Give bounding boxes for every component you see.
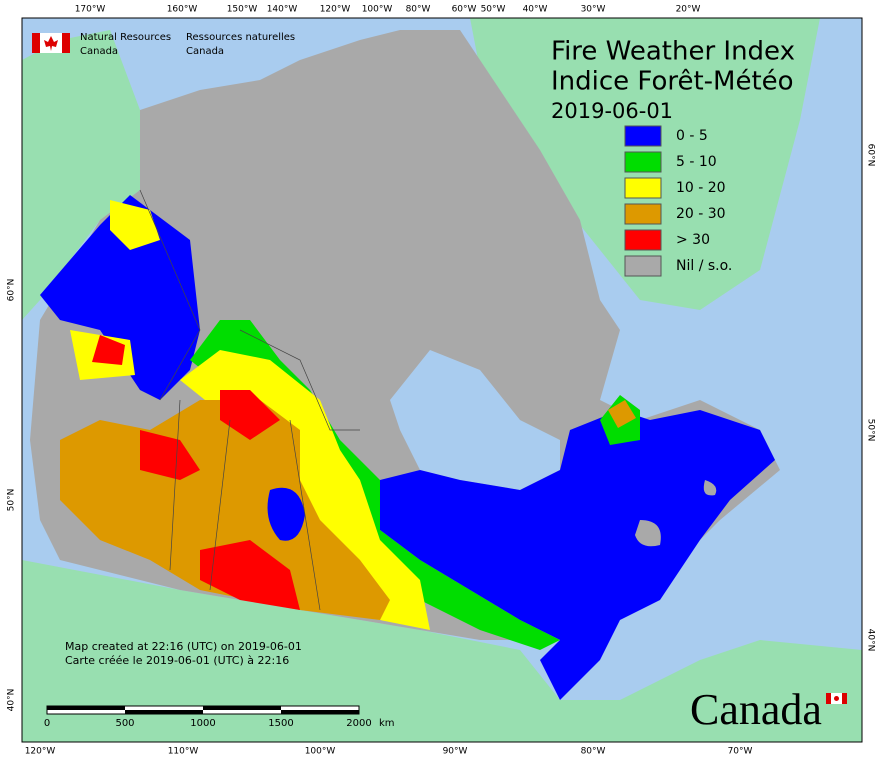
fwi-gt-30 xyxy=(200,540,300,610)
legend-swatch xyxy=(624,151,662,173)
longitude-label: 150°W xyxy=(227,5,258,15)
fwi-gt-30 xyxy=(220,390,280,440)
title-fr: Indice Forêt-Météo xyxy=(551,67,794,97)
wordmark: Canada xyxy=(690,685,822,734)
map-shapes xyxy=(22,18,862,742)
longitude-label: 30°W xyxy=(581,5,606,15)
scale-unit: km xyxy=(379,718,395,729)
province-border xyxy=(139,189,360,611)
scale-segment xyxy=(281,710,359,714)
scale-label: 0 xyxy=(44,718,50,729)
longitude-label: 80°W xyxy=(581,747,606,757)
map-frame xyxy=(21,17,863,743)
created-fr: Carte créée le 2019-06-01 (UTC) à 22:16 xyxy=(65,654,289,667)
maple-leaf xyxy=(834,696,839,701)
legend-label: 0 - 5 xyxy=(676,128,708,144)
scale-segment xyxy=(47,706,125,710)
scale-label: 500 xyxy=(115,718,134,729)
fwi-gt-30 xyxy=(92,335,125,365)
longitude-label: 140°W xyxy=(267,5,298,15)
scale-label: 1000 xyxy=(190,718,215,729)
legend-label: 20 - 30 xyxy=(676,206,726,222)
longitude-label: 50°W xyxy=(481,5,506,15)
longitude-label: 160°W xyxy=(167,5,198,15)
agency-en: Canada xyxy=(80,46,118,57)
fwi-gt-30 xyxy=(140,430,200,480)
longitude-label: 80°W xyxy=(406,5,431,15)
agency-fr: Canada xyxy=(186,46,224,57)
maple-leaf xyxy=(44,36,58,51)
legend: 0 - 5 5 - 10 10 - 20 20 - 30 > 30 Nil / s.o. xyxy=(624,125,732,277)
legend-label: Nil / s.o. xyxy=(676,258,732,274)
fwi-10-20 xyxy=(110,200,160,250)
longitude-label: 120°W xyxy=(25,747,56,757)
latitude-label: 40°N xyxy=(7,689,17,712)
longitude-label: 40°W xyxy=(523,5,548,15)
longitude-label: 70°W xyxy=(728,747,753,757)
lake xyxy=(703,480,717,496)
fwi-0-5 xyxy=(40,195,200,400)
usa xyxy=(22,560,862,742)
flag-bar xyxy=(826,693,831,704)
fwi-0-5 xyxy=(380,410,775,700)
latitude-label: 50°N xyxy=(7,489,17,512)
flag-bar xyxy=(62,33,70,53)
scale-label: 2000 xyxy=(346,718,371,729)
longitude-label: 120°W xyxy=(320,5,351,15)
lake xyxy=(635,520,661,547)
fwi-20-30 xyxy=(608,400,636,428)
canada-wordmark: Canada xyxy=(690,685,847,734)
longitude-label: 90°W xyxy=(443,747,468,757)
legend-swatch xyxy=(624,255,662,277)
legend-label: > 30 xyxy=(676,232,710,248)
flag-bar xyxy=(32,33,40,53)
scale-bar: 0 500 1000 1500 2000 km xyxy=(44,705,395,729)
created-en: Map created at 22:16 (UTC) on 2019-06-01 xyxy=(65,640,302,653)
longitude-label: 20°W xyxy=(676,5,701,15)
agency-signature: Natural Resources Canada Ressources natu… xyxy=(32,32,295,57)
legend-label: 5 - 10 xyxy=(676,154,717,170)
longitude-label: 60°W xyxy=(452,5,477,15)
scale-segment xyxy=(203,706,281,710)
hudson-bay xyxy=(390,350,560,490)
latitude-label: 60°N xyxy=(866,144,876,167)
legend-swatch xyxy=(624,125,662,147)
title-en: Fire Weather Index xyxy=(551,37,795,67)
legend-swatch xyxy=(624,177,662,199)
map-date: 2019-06-01 xyxy=(551,99,673,123)
legend-swatch xyxy=(624,203,662,225)
longitude-label: 100°W xyxy=(362,5,393,15)
longitude-label: 170°W xyxy=(75,5,106,15)
fwi-0-5 xyxy=(267,487,305,541)
graticule-labels: 170°W 160°W 150°W 140°W 120°W 100°W 80°W 60°W 50… xyxy=(7,5,876,757)
legend-swatch xyxy=(624,229,662,251)
latitude-label: 50°N xyxy=(866,419,876,442)
longitude-label: 100°W xyxy=(305,747,336,757)
latitude-label: 60°N xyxy=(7,279,17,302)
alaska xyxy=(22,30,140,320)
agency-en: Natural Resources xyxy=(80,32,171,43)
scale-segment xyxy=(125,710,203,714)
legend-label: 10 - 20 xyxy=(676,180,726,196)
latitude-label: 40°N xyxy=(866,629,876,652)
agency-fr: Ressources naturelles xyxy=(186,32,295,43)
longitude-label: 110°W xyxy=(168,747,199,757)
flag-bar xyxy=(842,693,847,704)
scale-label: 1500 xyxy=(268,718,293,729)
